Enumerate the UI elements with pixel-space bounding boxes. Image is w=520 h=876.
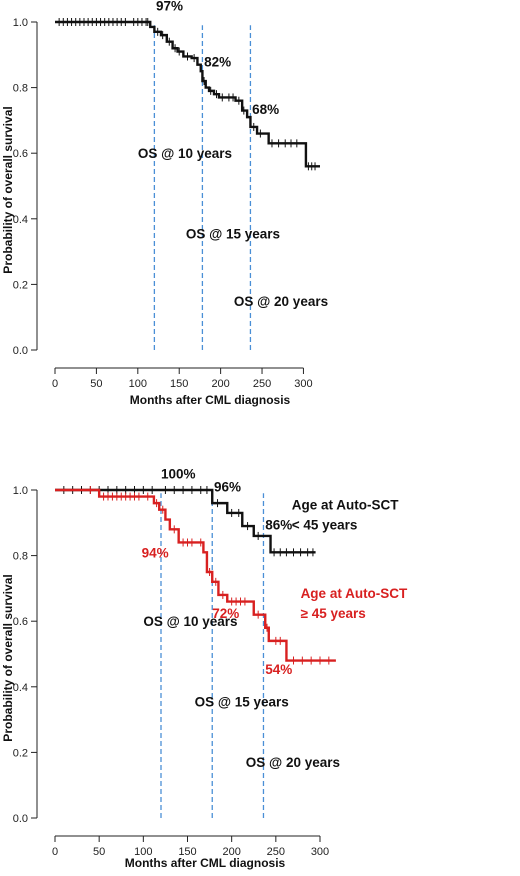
annotation-label: OS @ 10 years: [143, 614, 237, 629]
x-tick-label: 50: [90, 378, 102, 390]
y-tick-label: 0.4: [13, 682, 28, 694]
x-tick-label: 150: [170, 378, 188, 390]
annotation-label: OS @ 20 years: [234, 294, 328, 309]
annotation-label: 72%: [212, 606, 239, 621]
y-axis-label: Probability of overall survival: [1, 106, 15, 273]
y-tick-label: 0.2: [13, 747, 28, 759]
annotation-label: OS @ 15 years: [195, 695, 289, 710]
x-axis-label: Months after CML diagnosis: [125, 856, 286, 870]
annotation-label: OS @ 10 years: [138, 146, 232, 161]
y-tick-label: 0.6: [13, 616, 28, 628]
series-line-1: [55, 20, 320, 168]
chart-1: 0 50 100 150 200 250 300 0.0 0.2 0.4 0.6 0.8 1.0 Mont…: [1, 0, 328, 407]
series-line-1: [55, 488, 316, 554]
y-axis-label: Probability of overall survival: [1, 574, 15, 741]
annotation-label: 97%: [156, 0, 183, 14]
series-label: < 45 years: [292, 518, 358, 533]
annotation-label: 54%: [265, 662, 292, 677]
x-tick-label: 250: [267, 846, 285, 858]
x-tick-label: 300: [294, 378, 312, 390]
y-tick-label: 1.0: [13, 485, 28, 497]
series-line-2: [55, 488, 336, 662]
annotation-label: OS @ 20 years: [246, 755, 340, 770]
x-tick-label: 200: [222, 846, 240, 858]
x-tick-label: 0: [52, 846, 58, 858]
x-tick-label: 150: [178, 846, 196, 858]
y-tick-label: 0.8: [13, 83, 28, 95]
chart-2: 0 50 100 150 200 250 300 0.0 0.2 0.4 0.6 0.8 1.0 Mont…: [1, 467, 408, 870]
x-tick-label: 100: [129, 378, 147, 390]
annotation-label: 68%: [252, 102, 279, 117]
y-tick-label: 0.0: [13, 813, 28, 825]
x-tick-label: 100: [134, 846, 152, 858]
annotation-label: 86%: [265, 517, 292, 532]
x-tick-label: 300: [311, 846, 329, 858]
series-label: Age at Auto-SCT: [301, 586, 408, 601]
annotation-label: 94%: [142, 545, 169, 560]
annotation-label: OS @ 15 years: [186, 227, 280, 242]
y-tick-label: 0.0: [13, 345, 28, 357]
y-tick-label: 0.2: [13, 279, 28, 291]
series-label: Age at Auto-SCT: [292, 498, 399, 513]
x-axis-label: Months after CML diagnosis: [130, 393, 291, 407]
y-tick-label: 0.8: [13, 551, 28, 563]
x-tick-label: 200: [211, 378, 229, 390]
annotation-label: 96%: [214, 480, 241, 495]
x-tick-label: 0: [52, 378, 58, 390]
annotation-label: 100%: [161, 467, 196, 482]
annotation-label: 82%: [204, 54, 231, 69]
y-tick-label: 1.0: [13, 17, 28, 29]
y-tick-label: 0.4: [13, 214, 28, 226]
series-label: ≥ 45 years: [301, 606, 366, 621]
x-tick-label: 50: [93, 846, 105, 858]
x-tick-label: 250: [253, 378, 271, 390]
y-tick-label: 0.6: [13, 148, 28, 160]
